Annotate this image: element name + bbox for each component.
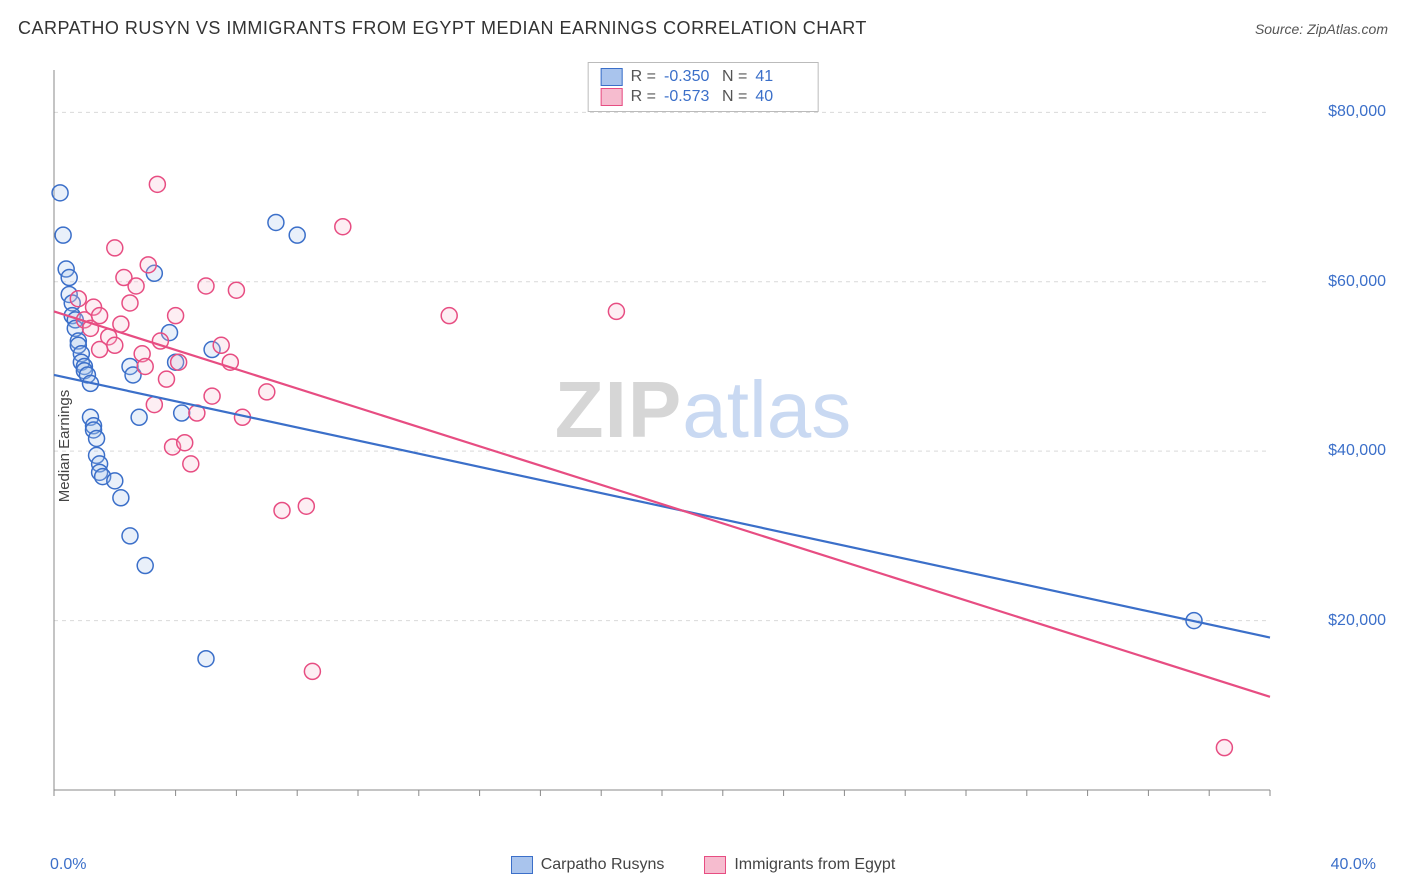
scatter-point — [177, 435, 193, 451]
r-value-2: -0.573 — [664, 88, 714, 106]
scatter-point — [137, 558, 153, 574]
scatter-point — [61, 270, 77, 286]
bottom-legend: Carpatho Rusyns Immigrants from Egypt — [0, 856, 1406, 874]
n-value-1: 41 — [755, 68, 805, 86]
scatter-point — [140, 257, 156, 273]
scatter-point — [298, 498, 314, 514]
scatter-point — [608, 303, 624, 319]
legend-item-1: Carpatho Rusyns — [511, 856, 665, 874]
stats-legend: R = -0.350 N = 41 R = -0.573 N = 40 — [588, 62, 819, 112]
scatter-point — [122, 295, 138, 311]
scatter-point — [89, 430, 105, 446]
scatter-point — [213, 337, 229, 353]
stats-row-1: R = -0.350 N = 41 — [601, 67, 806, 87]
scatter-point — [92, 308, 108, 324]
n-value-2: 40 — [755, 88, 805, 106]
legend-swatch-2 — [704, 856, 726, 874]
legend-label-2: Immigrants from Egypt — [734, 856, 895, 874]
scatter-point — [55, 227, 71, 243]
source-label: Source: ZipAtlas.com — [1255, 21, 1388, 37]
scatter-point — [158, 371, 174, 387]
swatch-series-1 — [601, 68, 623, 86]
legend-label-1: Carpatho Rusyns — [541, 856, 665, 874]
scatter-point — [107, 240, 123, 256]
scatter-point — [52, 185, 68, 201]
scatter-point — [198, 278, 214, 294]
scatter-point — [335, 219, 351, 235]
legend-item-2: Immigrants from Egypt — [704, 856, 895, 874]
n-label-2: N = — [722, 88, 747, 106]
scatter-point — [131, 409, 147, 425]
scatter-point — [146, 397, 162, 413]
scatter-point — [174, 405, 190, 421]
scatter-point — [113, 490, 129, 506]
scatter-point — [168, 308, 184, 324]
y-tick-label: $60,000 — [1328, 273, 1386, 291]
scatter-point — [107, 473, 123, 489]
y-tick-label: $40,000 — [1328, 442, 1386, 460]
scatter-point — [274, 502, 290, 518]
scatter-point — [289, 227, 305, 243]
scatter-point — [171, 354, 187, 370]
scatter-point — [128, 278, 144, 294]
trend-line — [54, 311, 1270, 696]
scatter-point — [122, 528, 138, 544]
y-tick-label: $20,000 — [1328, 612, 1386, 630]
scatter-point — [70, 291, 86, 307]
trend-line — [54, 375, 1270, 638]
scatter-point — [149, 176, 165, 192]
r-value-1: -0.350 — [664, 68, 714, 86]
scatter-point — [137, 358, 153, 374]
scatter-point — [441, 308, 457, 324]
r-label-2: R = — [631, 88, 656, 106]
scatter-point — [204, 388, 220, 404]
stats-row-2: R = -0.573 N = 40 — [601, 87, 806, 107]
y-tick-label: $80,000 — [1328, 103, 1386, 121]
scatter-point — [183, 456, 199, 472]
plot-area — [50, 60, 1350, 820]
legend-swatch-1 — [511, 856, 533, 874]
scatter-point — [228, 282, 244, 298]
scatter-chart — [50, 60, 1350, 820]
scatter-point — [198, 651, 214, 667]
scatter-point — [107, 337, 123, 353]
n-label: N = — [722, 68, 747, 86]
scatter-point — [268, 214, 284, 230]
swatch-series-2 — [601, 88, 623, 106]
scatter-point — [92, 342, 108, 358]
r-label: R = — [631, 68, 656, 86]
scatter-point — [1216, 740, 1232, 756]
scatter-point — [304, 663, 320, 679]
scatter-point — [259, 384, 275, 400]
chart-title: CARPATHO RUSYN VS IMMIGRANTS FROM EGYPT … — [18, 18, 867, 39]
